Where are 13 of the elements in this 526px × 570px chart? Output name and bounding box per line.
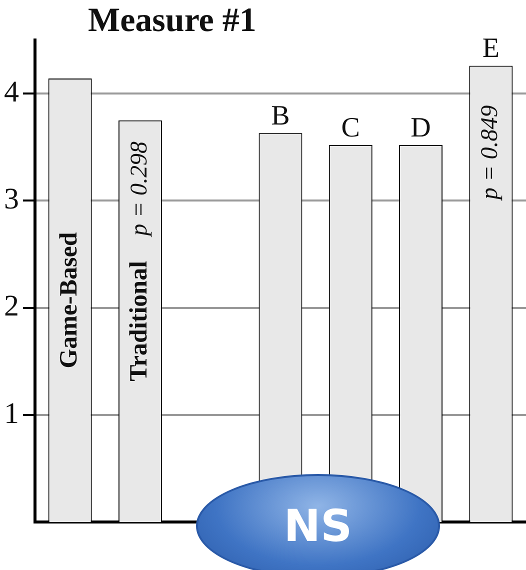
y-tick-label: 3 (4, 182, 19, 216)
x-tick-label: Game-Based (56, 232, 83, 368)
x-tick-label: Traditional (126, 260, 153, 382)
y-tick-label: 1 (4, 396, 19, 430)
annotation: p = 0.298 (126, 142, 153, 238)
annotation: p = 0.849 (477, 105, 504, 202)
x-tick-label: E (482, 33, 500, 64)
x-tick-label: C (341, 112, 360, 144)
y-tick-label: 4 (4, 75, 19, 108)
y-tick-label: 2 (4, 290, 19, 323)
x-tick-label: D (410, 112, 431, 144)
x-tick-label: B (271, 100, 290, 132)
chart-title: Measure #1 (88, 2, 256, 40)
